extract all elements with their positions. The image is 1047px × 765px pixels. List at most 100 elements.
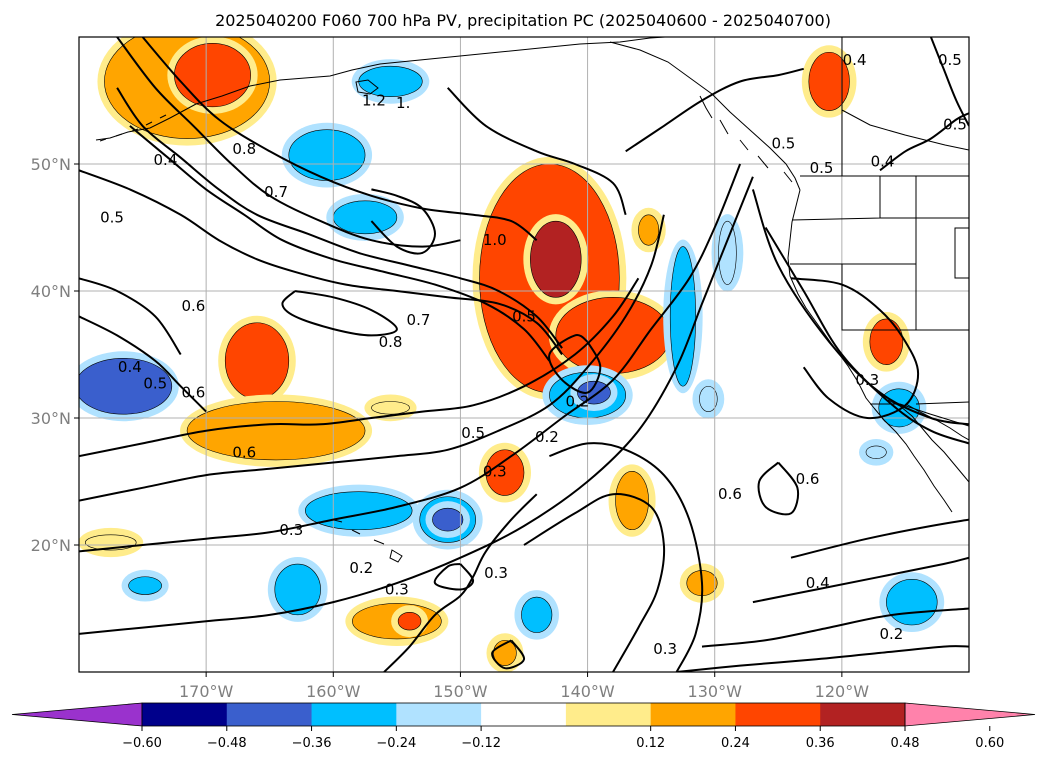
pv-contour-26 (370, 188, 437, 255)
colorbar-extend-high (904, 702, 1036, 727)
colorbar-tick-label: 0.36 (806, 736, 835, 751)
colorbar-tick-label: 0.60 (975, 736, 1004, 751)
pv-contour-15 (701, 607, 969, 648)
pv-contour-3 (129, 125, 551, 362)
map-frame (78, 36, 970, 673)
contour-label: 0.4 (843, 51, 867, 69)
shaded-region-10 (718, 220, 737, 285)
shaded-region-26 (615, 471, 649, 531)
contour-label: 0.5 (943, 116, 967, 134)
y-tick-label: 50°N (31, 155, 71, 174)
coastlines-and-borders (95, 37, 969, 563)
colorbar-tick-label: 0.48 (891, 736, 920, 751)
shaded-region-34 (521, 596, 553, 633)
colorbar-tick-label: −0.36 (292, 736, 332, 751)
us-mexico-border (870, 403, 969, 427)
pv-contour-20 (446, 87, 627, 216)
colorbar-segment (226, 703, 313, 726)
shaded-region-22 (305, 491, 413, 531)
pv-contour-6 (79, 277, 640, 458)
pv-contour-30 (757, 461, 800, 516)
pv-contour-13 (790, 518, 969, 559)
contour-label: 0.5 (143, 375, 167, 393)
pv-contour-27 (548, 334, 602, 394)
mexico-mainland-coast (905, 403, 969, 441)
contour-label: 0.2 (535, 428, 559, 446)
contour-label: 0.3 (279, 521, 303, 539)
shaded-region-32 (397, 612, 422, 631)
shaded-region-15 (869, 318, 904, 365)
colorbar-segment (650, 703, 736, 726)
pv-contour-25 (79, 315, 207, 413)
contour-label: 0.6 (181, 384, 205, 402)
shaded-region-1 (174, 43, 251, 108)
shaded-region-13 (699, 385, 718, 412)
colorbar-tick-label: 0.12 (636, 736, 665, 751)
contour-label: 0.3 (855, 371, 879, 389)
pv-contour-labels: 1.2 1.0.40.80.70.51.00.60.50.70.80.40.5 0.… (100, 51, 967, 658)
contour-label: 0.6 (181, 297, 205, 315)
x-tick-label: 150°W (433, 682, 488, 701)
contour-label: 0.5 (512, 307, 536, 325)
pv-contour-1 (141, 37, 538, 241)
pv-contour-29 (491, 639, 526, 670)
pv-contour-9 (79, 176, 754, 635)
pv-contour-16 (676, 645, 969, 672)
gulf-of-alaska-coast (609, 41, 801, 191)
pv-contour-7 (79, 214, 665, 502)
baja-california (873, 399, 969, 513)
contour-label: 0.6 (718, 485, 742, 503)
shaded-region-29 (128, 576, 162, 595)
colorbar-extend-low (11, 702, 143, 727)
contour-label: 0.4 (154, 151, 178, 169)
shaded-region-8 (638, 214, 660, 246)
colorbar-segment (820, 703, 906, 726)
pv-contour-2 (79, 169, 563, 356)
pv-contour-11 (523, 493, 666, 672)
shaded-region-21 (371, 401, 410, 415)
x-tick-label: 130°W (688, 682, 743, 701)
shaded-region-2 (288, 129, 366, 181)
hawaiian-islands (333, 519, 403, 563)
y-tick-label: 30°N (31, 409, 71, 428)
shaded-region-12 (577, 380, 611, 405)
pv-contour-22 (879, 112, 969, 172)
contour-label: 0.6 (232, 443, 256, 461)
contour-label: 0.2 (349, 559, 373, 577)
pv-contour-28 (433, 563, 475, 591)
contour-label: 0.5 (461, 424, 485, 442)
contour-label: 0.7 (407, 311, 431, 329)
us-west-coast (787, 189, 875, 409)
shaded-region-14 (808, 51, 850, 111)
bc-islands (699, 95, 793, 183)
colorbar-tick-label: −0.12 (461, 736, 501, 751)
latitude-ticks: 50°N 40°N 30°N 20°N (31, 155, 79, 555)
alaska-coastline (95, 37, 666, 141)
contour-label: 0.5 (938, 51, 962, 69)
pv-contours (79, 37, 969, 672)
colorbar-segment (311, 703, 397, 726)
contour-label: 1. (396, 94, 410, 112)
colorbar-tick-label: 0.24 (721, 736, 750, 751)
pv-contour-4 (116, 87, 563, 349)
canada-interior-border (841, 37, 969, 176)
colorbar-segment (735, 703, 821, 726)
shaded-region-17 (865, 445, 887, 459)
colorbar-tick-label: −0.48 (207, 736, 247, 751)
shaded-region-24 (432, 507, 464, 532)
shaded-region-9 (669, 246, 696, 387)
contour-label: 0.8 (379, 333, 403, 351)
x-tick-label: 160°W (306, 682, 361, 701)
shaded-region-35 (886, 578, 938, 626)
x-tick-label: 170°W (179, 682, 234, 701)
kodiak-island (355, 79, 379, 95)
precipitation-shading (79, 37, 945, 672)
colorbar-outline (141, 702, 906, 727)
pv-contour-5 (281, 290, 398, 337)
pv-contour-12 (549, 442, 704, 672)
contour-label: 0.3 (653, 640, 677, 658)
contour-label: 0.2 (565, 392, 589, 410)
contour-label: 0.4 (871, 152, 895, 170)
us-state-borders (790, 176, 969, 405)
